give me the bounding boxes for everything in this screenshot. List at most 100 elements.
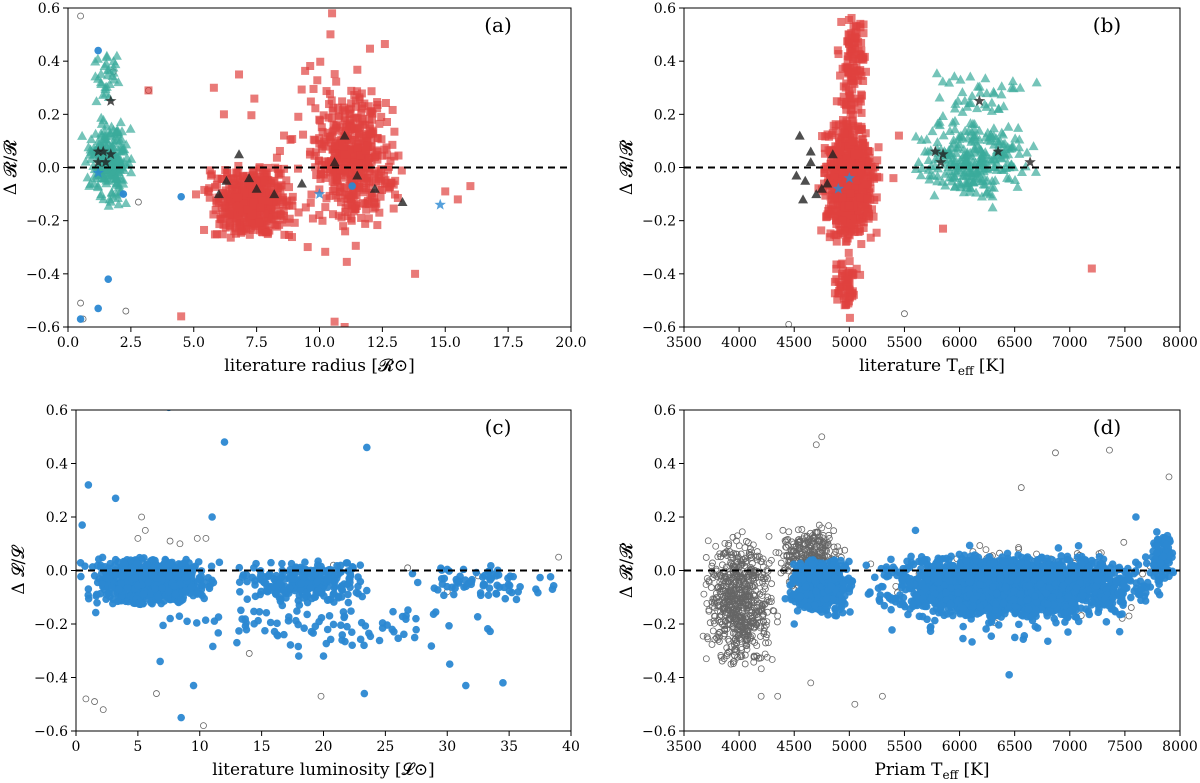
data-point <box>769 607 777 614</box>
data-point <box>383 621 391 629</box>
data-point <box>840 129 849 138</box>
data-point <box>96 189 107 199</box>
data-point <box>177 713 185 722</box>
data-point <box>737 613 745 621</box>
data-point <box>715 583 723 591</box>
data-point <box>699 632 707 640</box>
data-point <box>280 586 288 595</box>
data-point <box>721 597 729 605</box>
data-point <box>512 595 521 604</box>
data-point <box>411 269 420 278</box>
data-point <box>270 0 278 7</box>
data-point <box>316 57 325 66</box>
data-point <box>832 237 841 246</box>
data-point <box>924 170 935 180</box>
data-point <box>299 130 308 139</box>
series-asteroseismic <box>832 172 855 194</box>
data-point <box>177 312 186 321</box>
data-point <box>836 283 845 292</box>
data-point <box>247 111 256 120</box>
data-point <box>213 174 222 183</box>
data-point <box>242 224 251 233</box>
data-point <box>310 593 319 601</box>
data-point <box>1002 172 1013 182</box>
data-point <box>988 130 999 140</box>
series-asteroseismic <box>92 166 446 210</box>
data-point <box>240 188 249 197</box>
data-point <box>159 621 167 630</box>
data-point <box>272 153 281 162</box>
plot-area <box>785 13 1096 327</box>
data-point <box>239 216 248 225</box>
data-point <box>193 535 201 542</box>
data-point <box>971 187 982 197</box>
data-point <box>375 208 384 217</box>
data-point <box>352 588 361 597</box>
x-tick-label: 35 <box>500 739 518 755</box>
data-point <box>294 112 303 121</box>
data-point <box>852 61 861 70</box>
data-point <box>455 577 463 586</box>
x-tick-label: 4000 <box>721 335 757 351</box>
data-point <box>1003 121 1014 131</box>
data-point <box>850 224 859 233</box>
data-point <box>940 180 951 190</box>
data-point <box>343 622 351 631</box>
data-point <box>781 537 789 545</box>
data-point <box>333 174 342 183</box>
data-point <box>352 102 361 111</box>
data-point <box>311 136 320 145</box>
data-point <box>923 154 934 164</box>
data-point <box>330 317 339 326</box>
data-point <box>993 103 1004 113</box>
data-point <box>962 158 973 168</box>
y-tick-label: 0.4 <box>38 54 60 70</box>
data-point <box>364 160 373 169</box>
data-point <box>842 79 851 88</box>
data-point <box>894 131 903 140</box>
data-point <box>729 620 737 628</box>
data-point <box>219 110 228 119</box>
data-point <box>122 152 133 162</box>
data-point <box>225 210 234 219</box>
data-point <box>992 145 1004 157</box>
data-point <box>408 569 417 578</box>
data-point <box>412 614 420 623</box>
data-point <box>832 548 839 556</box>
data-point <box>753 598 761 606</box>
data-point <box>318 127 327 136</box>
data-point <box>729 533 737 541</box>
data-point <box>93 598 101 607</box>
data-point <box>323 128 332 137</box>
data-point <box>859 218 868 227</box>
data-point <box>722 548 730 556</box>
data-point <box>119 557 128 566</box>
x-tick-label: 20.0 <box>555 335 586 351</box>
data-point <box>255 218 264 227</box>
data-point <box>473 613 482 621</box>
data-point <box>294 652 303 660</box>
data-point <box>841 546 849 554</box>
data-point <box>741 660 749 668</box>
data-point <box>750 591 757 598</box>
data-point <box>337 621 345 629</box>
data-point <box>837 97 846 106</box>
data-point <box>842 98 851 107</box>
data-point <box>872 228 881 237</box>
data-point <box>833 206 842 215</box>
data-point <box>337 568 345 576</box>
series-eclipsing <box>213 130 408 207</box>
data-point <box>501 594 510 603</box>
data-point <box>317 692 325 700</box>
data-point <box>356 635 365 644</box>
data-point <box>232 219 241 228</box>
data-point <box>743 606 751 613</box>
data-point <box>939 224 948 233</box>
data-point <box>285 183 294 192</box>
data-point <box>850 79 859 88</box>
data-point <box>717 590 725 598</box>
data-point <box>397 166 406 175</box>
x-axis-label: literature luminosity [𝓛⊙] <box>212 760 434 780</box>
data-point <box>1006 159 1017 169</box>
